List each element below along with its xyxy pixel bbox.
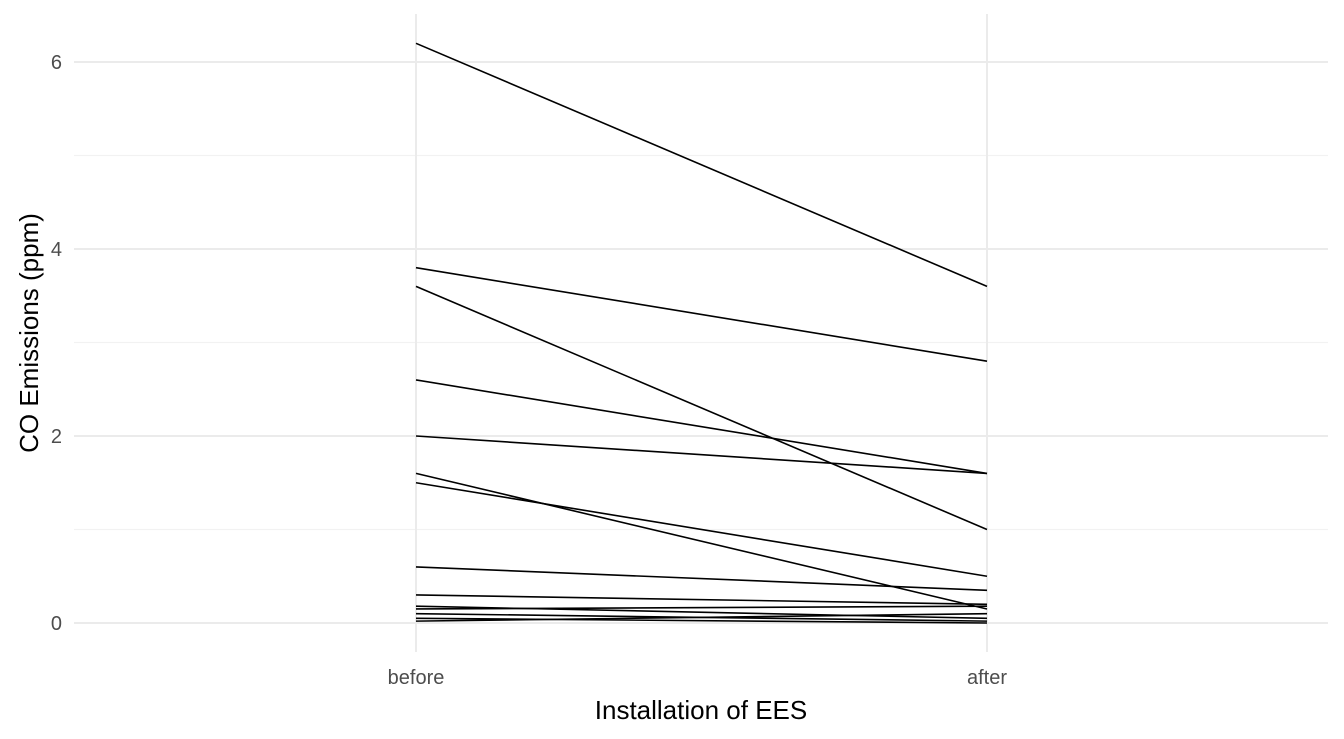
series-lines [415,42,988,624]
y-tick-label: 2 [51,426,62,448]
series-line-5 [415,435,988,475]
x-axis-title: Installation of EES [595,695,807,725]
series-line-14 [415,612,988,622]
x-axis-ticks: before after [388,667,1008,689]
series-line-4 [415,379,988,475]
y-tick-label: 0 [51,613,62,635]
series-line-7 [415,481,988,578]
y-tick-label: 6 [51,52,62,74]
series-line-2 [415,266,988,362]
y-axis-title: CO Emissions (ppm) [14,213,44,453]
x-tick-label: before [388,667,445,689]
series-line-1 [415,42,988,288]
series-line-9 [415,594,988,606]
series-line-3 [415,285,988,531]
y-tick-label: 4 [51,239,62,261]
x-tick-label: after [967,667,1007,689]
series-line-8 [415,566,988,592]
series-line-11 [415,605,988,610]
y-axis-ticks: 0 2 4 6 [51,52,62,635]
grid [74,14,1328,652]
